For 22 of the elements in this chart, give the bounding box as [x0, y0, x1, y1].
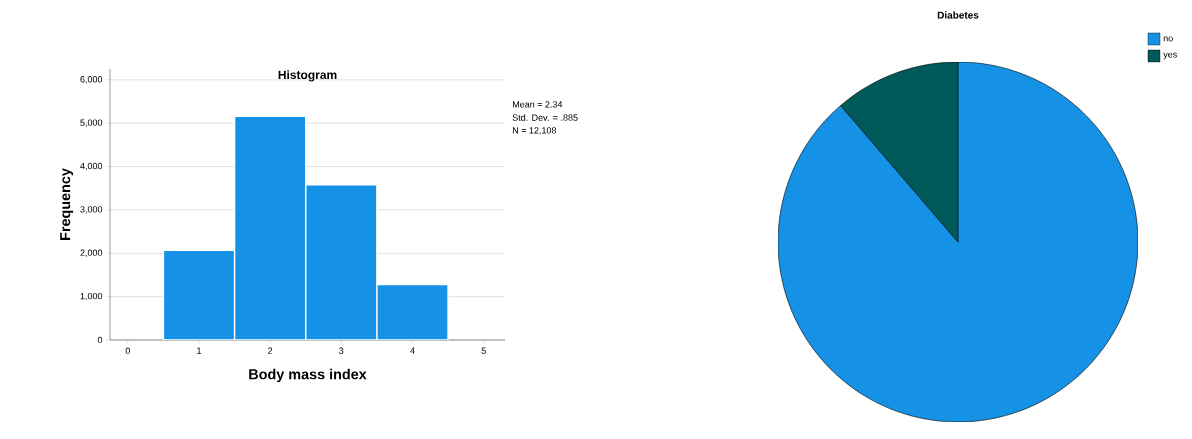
- y-tick-label: 1,000: [80, 292, 103, 301]
- chart-title: Histogram: [278, 70, 337, 82]
- x-tick-label: 2: [268, 347, 273, 354]
- text: N = 12,108: [512, 127, 557, 135]
- y-tick-label: 5,000: [80, 119, 103, 127]
- x-tick-label: 1: [197, 347, 202, 354]
- chart-title: Diabetes: [937, 11, 979, 19]
- x-tick-label: 4: [410, 347, 415, 354]
- y-tick-label: 2,000: [80, 249, 103, 257]
- y-tick-label: 6,000: [80, 76, 103, 84]
- y-axis-title: Frequency: [60, 168, 74, 240]
- y-tick-label: 3,000: [80, 206, 103, 214]
- text: Std. Dev. = .885: [512, 114, 578, 121]
- x-axis-title: Body mass index: [249, 368, 367, 383]
- text: Mean = 2.34: [512, 101, 563, 108]
- x-tick-label: 5: [481, 347, 486, 354]
- y-tick-label: 0: [97, 336, 103, 344]
- legend-label: no: [1163, 36, 1173, 42]
- x-tick-label: 0: [125, 347, 130, 354]
- legend-label: yes: [1163, 52, 1177, 60]
- x-tick-label: 3: [339, 347, 344, 354]
- y-tick-label: 4,000: [80, 162, 103, 171]
